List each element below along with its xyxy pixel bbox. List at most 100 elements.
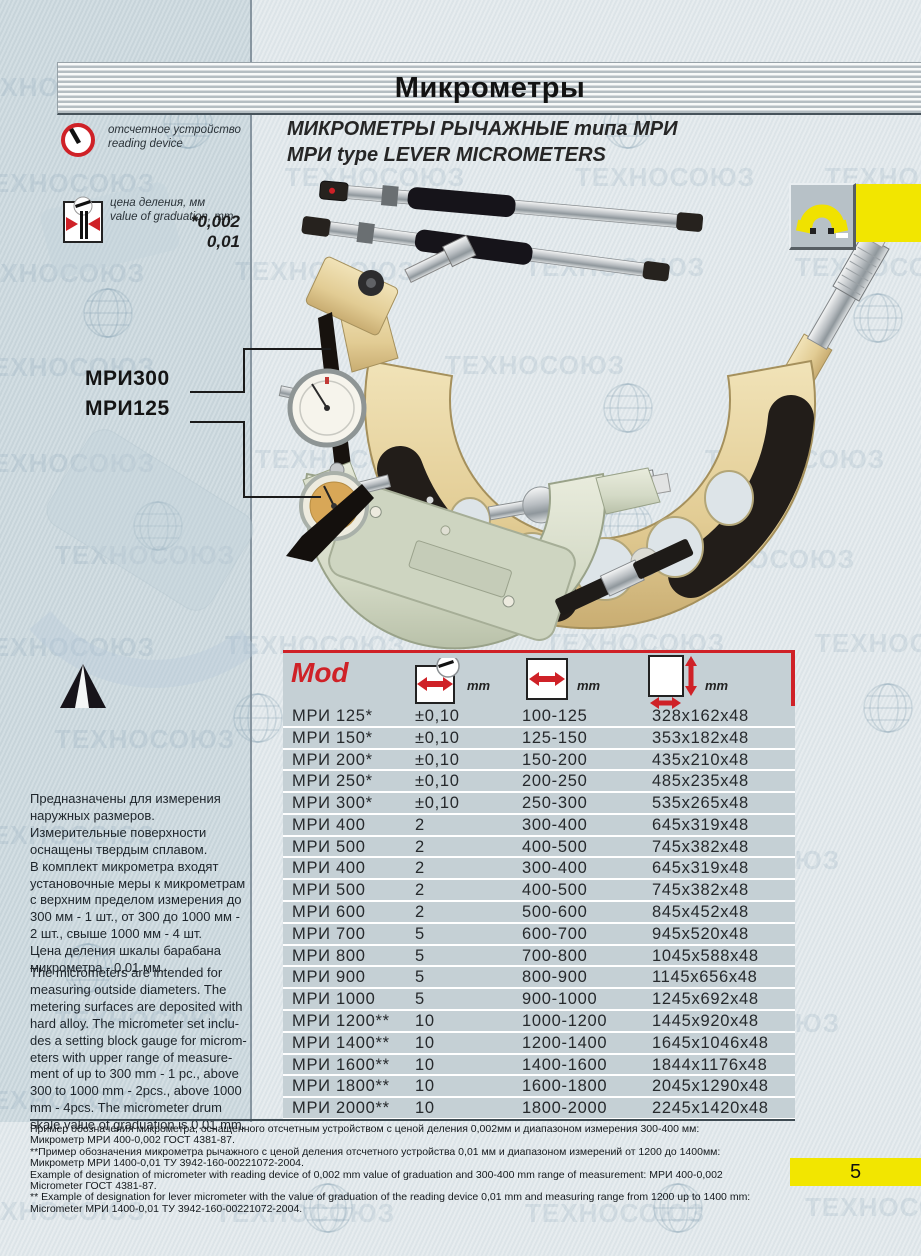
callout-line [243, 496, 321, 498]
graduation-values: *0,002 0,01 [95, 212, 240, 251]
graduation-cell: 10 [415, 1033, 435, 1052]
graduation-cell: 5 [415, 946, 425, 965]
callout-line [243, 421, 245, 498]
table-row: МРИ 900 5 800-900 1145х656х48 [283, 967, 795, 990]
micrometer-frame-icon [795, 204, 849, 238]
dims-cell: 2245х1420х48 [652, 1099, 769, 1118]
footnote-line: Пример обозначения микрометра, оснащенно… [30, 1123, 700, 1135]
graduation-range-icon [415, 654, 461, 710]
clock-icon [61, 123, 95, 157]
dims-cell: 485х235х48 [652, 772, 749, 791]
table-row: МРИ 1200** 10 1000-1200 1445х920х48 [283, 1011, 795, 1033]
dims-cell: 2045х1290х48 [652, 1077, 769, 1096]
model-cell: МРИ 900 [292, 968, 366, 987]
description-ru: Предназначены для измерения наружных раз… [30, 791, 246, 976]
dims-cell: 435х210х48 [652, 750, 749, 769]
graduation-caption: цена деления, мм value of graduation, mm [110, 196, 233, 224]
reading-device-legend [60, 122, 96, 163]
ghost-image [29, 182, 259, 688]
table-row: МРИ 125* ±0,10 100-125 328х162х48 [283, 706, 795, 728]
graduation-cell: 10 [415, 1077, 435, 1096]
dims-cell: 328х162х48 [652, 707, 749, 725]
range-cell: 500-600 [522, 903, 588, 922]
range-cell: 700-800 [522, 946, 588, 965]
model-cell: МРИ 1800** [292, 1077, 390, 1096]
dims-cell: 1045х588х48 [652, 946, 759, 965]
sidebar-background [0, 0, 250, 1122]
mod-column-header: Mod [291, 657, 349, 688]
graduation-cell: ±0,10 [415, 772, 460, 791]
footnote-line: Micrometer МРИ 1400-0,01 ТУ 3942-160-002… [30, 1202, 303, 1215]
graduation-cell: 10 [415, 1099, 435, 1118]
footnote-line: Example of designation of micrometer wit… [30, 1168, 723, 1181]
graduation-cell: 2 [415, 859, 425, 878]
dims-cell: 1445х920х48 [652, 1011, 759, 1030]
model-cell: МРИ 400 [292, 815, 366, 834]
dims-cell: 645х319х48 [652, 815, 749, 834]
range-cell: 125-150 [522, 728, 588, 747]
dims-cell: 945х520х48 [652, 924, 749, 943]
footnotes: Пример обозначения микрометра, оснащенно… [30, 1123, 798, 1215]
reading-device-caption: отсчетное устройство reading device [108, 123, 241, 151]
footnote-line: ** Example of designation for lever micr… [30, 1191, 751, 1204]
range-cell: 800-900 [522, 968, 588, 987]
section-logo-box [789, 183, 856, 250]
range-cell: 150-200 [522, 750, 588, 769]
column-divider-line [250, 0, 252, 1122]
dims-cell: 535х265х48 [652, 794, 749, 813]
unit-label: mm [467, 678, 491, 693]
graduation-legend [63, 196, 103, 249]
graduation-cell: ±0,10 [415, 750, 460, 769]
dims-cell: 1645х1046х48 [652, 1033, 769, 1052]
model-cell: МРИ 150* [292, 728, 373, 747]
yellow-index-strip [856, 184, 921, 242]
graduation-cell: 5 [415, 990, 425, 1009]
table-row: МРИ 1600** 10 1400-1600 1844х1176х48 [283, 1055, 795, 1077]
table-row: МРИ 150* ±0,10 125-150 353х182х48 [283, 728, 795, 750]
graduation-cell: ±0,10 [415, 728, 460, 747]
table-row: МРИ 1400** 10 1200-1400 1645х1046х48 [283, 1033, 795, 1055]
setting-rod-2 [301, 216, 670, 282]
model-cell: МРИ 800 [292, 946, 366, 965]
model-cell: МРИ 500 [292, 881, 366, 900]
range-cell: 600-700 [522, 924, 588, 943]
graduation-cell: 5 [415, 968, 425, 987]
dims-cell: 845х452х48 [652, 903, 749, 922]
product-title-ru: МИКРОМЕТРЫ РЫЧАЖНЫЕ типа МРИ [287, 118, 678, 140]
description-en: The micrometers are intended for measuri… [30, 965, 247, 1133]
range-cell: 250-300 [522, 794, 588, 813]
table-row: МРИ 2000** 10 1800-2000 2245х1420х48 [283, 1098, 795, 1120]
page-number-badge: 5 [790, 1158, 921, 1186]
table-row: МРИ 1800** 10 1600-1800 2045х1290х48 [283, 1076, 795, 1099]
graduation-cell: 2 [415, 837, 425, 856]
graduation-cell: ±0,10 [415, 707, 460, 725]
spec-table: Mod mm mm [283, 650, 795, 1120]
footnote-separator-line [30, 1119, 795, 1121]
graduation-cell: ±0,10 [415, 794, 460, 813]
footnote-line: Micrometer ГОСТ 4381-87. [30, 1180, 157, 1193]
range-cell: 1000-1200 [522, 1011, 608, 1030]
graduation-cell: 5 [415, 924, 425, 943]
model-cell: МРИ 1400** [292, 1033, 390, 1052]
spec-table-header: Mod mm mm [283, 650, 795, 709]
dims-cell: 1145х656х48 [652, 968, 758, 987]
graduation-icon [63, 196, 103, 243]
table-row: МРИ 300* ±0,10 250-300 535х265х48 [283, 793, 795, 815]
model-cell: МРИ 200* [292, 750, 373, 769]
range-cell: 900-1000 [522, 990, 598, 1009]
table-row: МРИ 800 5 700-800 1045х588х48 [283, 946, 795, 968]
graduation-cell: 10 [415, 1055, 435, 1074]
callout-line [243, 348, 331, 350]
triangle-brand-icon [60, 664, 106, 708]
graduation-cell: 2 [415, 903, 425, 922]
page-header-band: Микрометры [57, 62, 921, 115]
graduation-value-2: 0,01 [206, 231, 240, 251]
model-cell: МРИ 1600** [292, 1055, 390, 1074]
graduation-cell: 10 [415, 1011, 435, 1030]
dims-cell: 1844х1176х48 [652, 1055, 768, 1074]
range-cell: 400-500 [522, 881, 588, 900]
graduation-value-1: *0,002 [190, 212, 240, 231]
page-number: 5 [849, 1160, 862, 1183]
